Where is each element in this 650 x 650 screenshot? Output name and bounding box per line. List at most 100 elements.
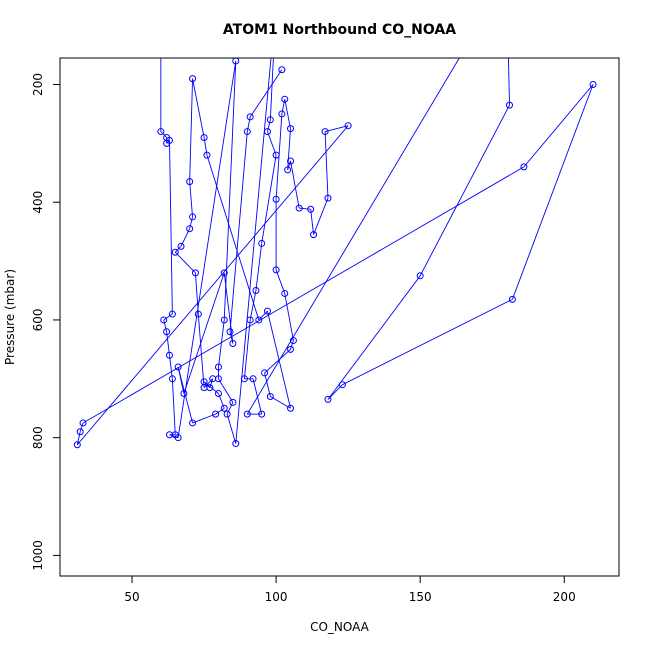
data-point xyxy=(229,398,237,406)
data-point xyxy=(157,128,165,136)
series-segment xyxy=(177,60,237,438)
x-tick-label: 150 xyxy=(409,590,432,604)
series-segment xyxy=(169,140,173,315)
data-point xyxy=(174,363,182,371)
data-point xyxy=(272,151,280,159)
data-point xyxy=(200,133,208,141)
data-point xyxy=(73,441,81,449)
y-tick-label: 600 xyxy=(31,308,45,331)
series-segment xyxy=(258,310,268,321)
data-point xyxy=(278,110,286,118)
series-segment xyxy=(223,272,234,344)
series-segment xyxy=(76,431,81,445)
series-segment xyxy=(264,349,291,374)
plot-area xyxy=(73,0,597,449)
data-point xyxy=(344,122,352,130)
data-point xyxy=(287,157,295,165)
data-point xyxy=(508,295,516,303)
data-point xyxy=(174,434,182,442)
series-segment xyxy=(255,243,263,291)
series-segment xyxy=(511,84,594,300)
data-point xyxy=(287,404,295,412)
x-axis: 50 100 150 200 xyxy=(124,576,576,604)
data-point xyxy=(281,95,289,103)
data-point xyxy=(186,225,194,233)
data-point xyxy=(165,136,173,144)
data-point xyxy=(255,316,263,324)
series-segment xyxy=(284,99,291,129)
series-segment xyxy=(235,58,272,444)
data-point xyxy=(287,345,295,353)
series-segment xyxy=(243,319,251,379)
series-segment xyxy=(163,319,168,332)
data-point xyxy=(246,316,254,324)
data-point xyxy=(246,113,254,121)
series-segment xyxy=(342,298,513,386)
data-point xyxy=(307,205,315,213)
y-tick-label: 400 xyxy=(31,191,45,214)
data-point xyxy=(194,310,202,318)
data-point xyxy=(165,351,173,359)
series-segment xyxy=(177,366,185,394)
data-point xyxy=(287,125,295,133)
data-point xyxy=(214,390,222,398)
series-segment xyxy=(275,269,286,294)
data-point xyxy=(295,204,303,212)
data-point xyxy=(212,410,220,418)
data-point xyxy=(589,80,597,88)
series-segment xyxy=(76,125,349,446)
data-point xyxy=(266,392,274,400)
data-point xyxy=(232,440,240,448)
x-tick-label: 50 xyxy=(124,590,139,604)
x-axis-label: CO_NOAA xyxy=(310,620,370,634)
x-tick-label: 100 xyxy=(265,590,288,604)
series-segment xyxy=(324,125,349,133)
y-tick-label: 200 xyxy=(31,73,45,96)
y-axis: 200 400 600 800 1000 xyxy=(31,73,60,571)
data-point xyxy=(220,269,228,277)
data-point xyxy=(266,116,274,124)
data-point xyxy=(324,395,332,403)
series-segment xyxy=(171,378,176,435)
series-segment xyxy=(229,131,248,332)
data-point xyxy=(249,375,257,383)
series-segment xyxy=(261,155,277,244)
y-tick-label: 800 xyxy=(31,426,45,449)
data-point xyxy=(232,58,240,65)
series-segment xyxy=(163,313,173,321)
series-segment xyxy=(229,331,234,344)
data-point xyxy=(214,363,222,371)
data-point xyxy=(160,316,168,324)
series-segment xyxy=(160,131,167,138)
series-segment xyxy=(419,104,510,277)
series-segment xyxy=(267,119,271,132)
series-segment xyxy=(290,340,294,350)
series-segment xyxy=(218,319,225,368)
data-point xyxy=(281,289,289,297)
series-segment xyxy=(194,272,199,315)
series-segment xyxy=(523,84,594,168)
series-segment xyxy=(166,331,170,356)
series-segment xyxy=(174,246,182,253)
data-point xyxy=(273,0,279,5)
series-segment xyxy=(246,58,460,415)
data-point xyxy=(284,166,292,174)
data-point xyxy=(240,375,248,383)
data-point xyxy=(278,66,286,74)
data-point xyxy=(209,375,217,383)
series-segment xyxy=(218,393,225,409)
data-point xyxy=(272,266,280,274)
series-segment xyxy=(264,372,271,397)
chart-title: ATOM1 Northbound CO_NOAA xyxy=(223,22,456,38)
data-point xyxy=(191,269,199,277)
data-point xyxy=(76,428,84,436)
data-point xyxy=(506,101,514,109)
series-segment xyxy=(82,166,525,424)
series-segment xyxy=(209,378,214,388)
data-point xyxy=(189,213,197,221)
series-segment xyxy=(507,58,510,106)
data-point xyxy=(171,248,179,256)
series-segment xyxy=(290,160,300,209)
data-point xyxy=(168,310,176,318)
data-point xyxy=(520,163,528,171)
